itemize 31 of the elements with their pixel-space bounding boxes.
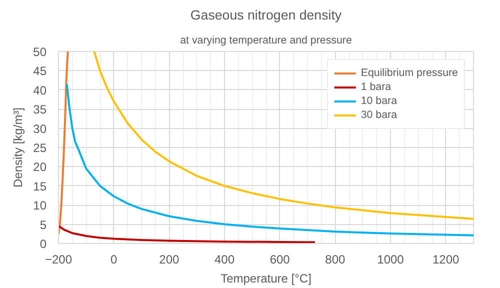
line-series xyxy=(93,52,474,220)
y-tick-label: 5 xyxy=(40,218,47,232)
y-tick-label: 35 xyxy=(33,102,47,117)
x-tick-label: 1000 xyxy=(377,252,404,266)
x-tick-label: 200 xyxy=(159,252,180,266)
legend-label: Equilibrium pressure xyxy=(360,66,458,80)
x-tick-label: 800 xyxy=(325,252,346,266)
y-tick-label: 15 xyxy=(33,179,47,194)
y-axis-title: Density [kg/m³] xyxy=(11,107,26,188)
y-tick-label: 10 xyxy=(33,198,47,213)
y-tick-label: 30 xyxy=(33,122,47,136)
x-tick-label: 0 xyxy=(110,252,118,266)
x-tick-label: 600 xyxy=(270,252,290,266)
y-tick-label: 40 xyxy=(33,83,47,98)
line-series xyxy=(58,52,69,235)
x-tick-label: −200 xyxy=(44,252,72,266)
y-tick-label: 0 xyxy=(40,237,47,251)
legend-label: 30 bara xyxy=(360,108,398,122)
y-tick-label: 25 xyxy=(33,141,47,155)
chart-subtitle: at varying temperature and pressure xyxy=(180,34,352,46)
x-tick-label: 400 xyxy=(214,252,235,266)
x-axis-title: Temperature [°C] xyxy=(220,272,312,286)
chart-title: Gaseous nitrogen density xyxy=(190,8,342,22)
legend-label: 10 bara xyxy=(360,94,398,108)
x-tick-label: 1200 xyxy=(432,252,460,266)
legend-label: 1 bara xyxy=(360,80,392,94)
line-series xyxy=(66,83,474,236)
y-tick-label: 50 xyxy=(33,45,47,59)
y-tick-label: 20 xyxy=(33,160,47,174)
line-series xyxy=(58,225,316,244)
y-tick-label: 45 xyxy=(33,64,47,78)
